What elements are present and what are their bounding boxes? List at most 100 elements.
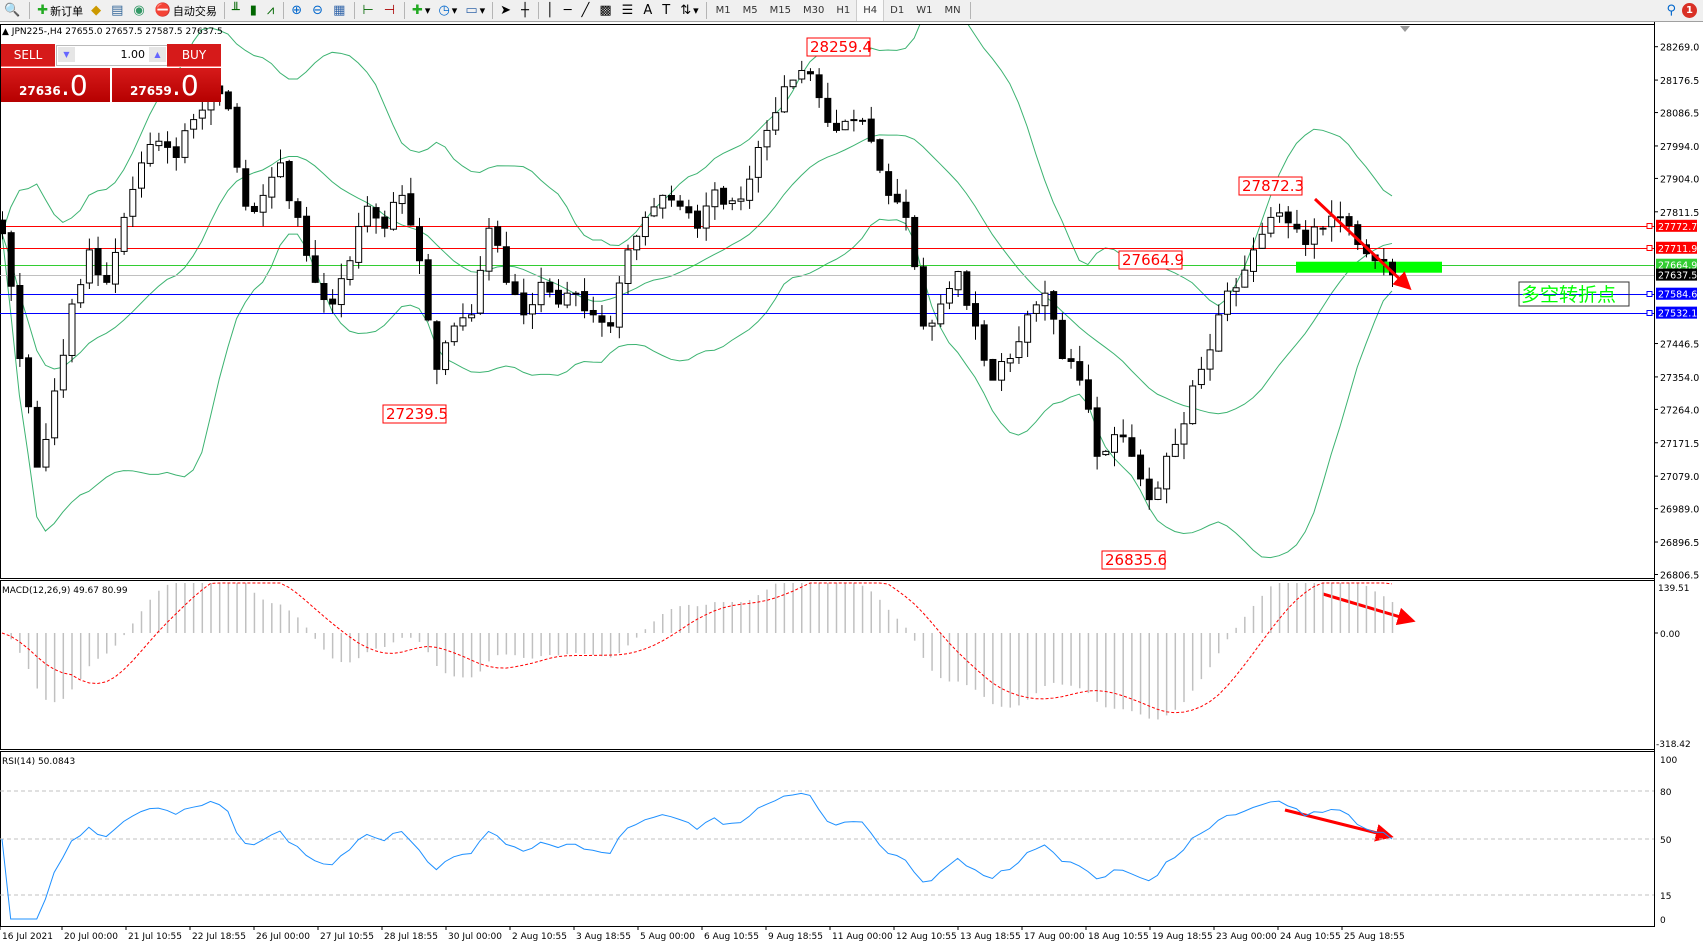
indicators-icon[interactable]: ✚ ▾ [412, 3, 431, 18]
candle [650, 206, 658, 217]
timeframe-w1[interactable]: W1 [916, 5, 933, 16]
sell-price-button[interactable]: 27636 .0 [1, 68, 110, 102]
candlestick-icon[interactable]: ▮ [249, 3, 257, 18]
new-order-button[interactable]: ✚ 新订单 [33, 0, 87, 21]
timeframe-d1[interactable]: D1 [890, 5, 905, 16]
timeframe-m15[interactable]: M15 [769, 5, 791, 16]
horizontal-line-icon[interactable]: ─ [563, 3, 572, 18]
divider [223, 2, 225, 19]
autoscroll-icon[interactable]: ⊣ [383, 3, 396, 18]
time-axis-label: 20 Jul 00:00 [64, 932, 118, 942]
fibonacci-icon[interactable]: ▩ [599, 3, 612, 18]
candle [902, 201, 910, 218]
candle [146, 143, 154, 164]
candle [103, 274, 111, 283]
price-line-tag-label: 27637.5 [1658, 271, 1697, 282]
price-line-tag [1656, 241, 1697, 254]
timeframe-m5[interactable]: M5 [742, 5, 758, 16]
candle [520, 292, 528, 316]
timeframe-m30[interactable]: M30 [802, 5, 825, 16]
price-tick-label: 26896.5 [1660, 538, 1699, 549]
macd-signal-line [1, 582, 1393, 714]
tile-windows-icon[interactable]: ▦ [333, 3, 346, 18]
navigator-icon[interactable]: ▤ [111, 3, 124, 18]
search-icon[interactable]: ⚲ [1666, 3, 1676, 18]
candle [424, 259, 432, 321]
candle [233, 106, 241, 168]
timeframe-h1[interactable]: H1 [836, 5, 851, 16]
signal-icon[interactable]: ◉ [133, 3, 145, 18]
candle [129, 188, 137, 217]
text-icon[interactable]: A [643, 3, 653, 18]
lot-increase-icon[interactable]: ▲ [149, 47, 166, 62]
trendline-icon[interactable]: ╱ [581, 3, 590, 18]
candle [572, 292, 580, 295]
lot-decrease-icon[interactable]: ▼ [58, 47, 75, 62]
line-handle-icon [1646, 223, 1653, 229]
zoom-icon[interactable]: 🔍 [4, 3, 21, 18]
lot-size-value[interactable]: 1.00 [120, 48, 146, 61]
candle [51, 390, 59, 439]
auto-trading-button[interactable]: ⛔ 自动交易 [151, 0, 221, 21]
zoom-in-icon[interactable]: ⊕ [291, 3, 303, 18]
crosshair-icon[interactable]: ┼ [521, 3, 529, 18]
candle [1215, 314, 1223, 352]
time-axis-label: 28 Jul 18:55 [384, 932, 438, 942]
sell-button[interactable]: SELL [1, 44, 55, 67]
candle [806, 71, 814, 75]
templates-icon[interactable]: ▭ ▾ [465, 3, 486, 18]
candle [1197, 368, 1205, 386]
buy-button[interactable]: BUY [167, 44, 221, 67]
chart-shift-icon[interactable]: ⊢ [362, 3, 374, 18]
price-line-tag [1656, 258, 1697, 271]
price-line-tag [1656, 287, 1697, 300]
candle [607, 322, 615, 327]
candle [155, 140, 163, 147]
note-text: 多空转折点 [1521, 284, 1616, 306]
divider [283, 2, 285, 19]
candle [893, 193, 901, 203]
bar-chart-icon[interactable]: ╨ [231, 3, 240, 18]
periods-icon[interactable]: ◷ ▾ [438, 3, 458, 18]
candle [285, 161, 293, 202]
candle [1041, 292, 1049, 307]
arrows-icon[interactable]: ⇅ ▾ [680, 3, 699, 18]
divider [354, 2, 356, 19]
candle [277, 162, 284, 178]
candle [77, 284, 85, 304]
candle [294, 201, 302, 218]
divider [492, 2, 494, 19]
buy-price-button[interactable]: 27659 .0 [112, 68, 221, 102]
candle [1084, 379, 1092, 410]
candle [1171, 443, 1179, 457]
candle [120, 216, 128, 252]
candle [1015, 341, 1023, 359]
timeframe-h4[interactable]: H4 [856, 0, 885, 21]
market-watch-icon[interactable]: ◆ [91, 3, 102, 18]
candle [337, 278, 345, 306]
symbol-info-text: JPN225-,H4 27655.0 27657.5 27587.5 27637… [11, 27, 223, 37]
candle [346, 260, 354, 280]
support-zone [1296, 261, 1442, 273]
zoom-out-icon[interactable]: ⊖ [312, 3, 324, 18]
cursor-icon[interactable]: ➤ [500, 3, 512, 18]
line-chart-icon[interactable]: ⩘ [266, 3, 275, 18]
vertical-line-icon[interactable]: │ [545, 3, 554, 18]
price-line-tag [1656, 306, 1697, 319]
candle [1058, 319, 1066, 360]
time-axis-label: 25 Aug 18:55 [1344, 932, 1405, 942]
fibo-fan-icon[interactable]: ☰ [621, 3, 634, 18]
lot-size-field[interactable]: ▼ 1.00 ▲ [56, 45, 168, 66]
label-icon[interactable]: T [662, 3, 671, 18]
timeframe-mn[interactable]: MN [944, 5, 961, 16]
time-axis-label: 9 Aug 18:55 [768, 932, 823, 942]
notification-badge[interactable]: 1 [1682, 3, 1697, 18]
time-axis-label: 18 Aug 10:55 [1088, 932, 1149, 942]
price-line-tag-label: 27664.9 [1658, 261, 1697, 272]
candle [867, 118, 875, 142]
line-handle-icon [1646, 245, 1653, 251]
candle [303, 215, 311, 256]
candle [68, 303, 76, 356]
timeframe-m1[interactable]: M1 [715, 5, 731, 16]
